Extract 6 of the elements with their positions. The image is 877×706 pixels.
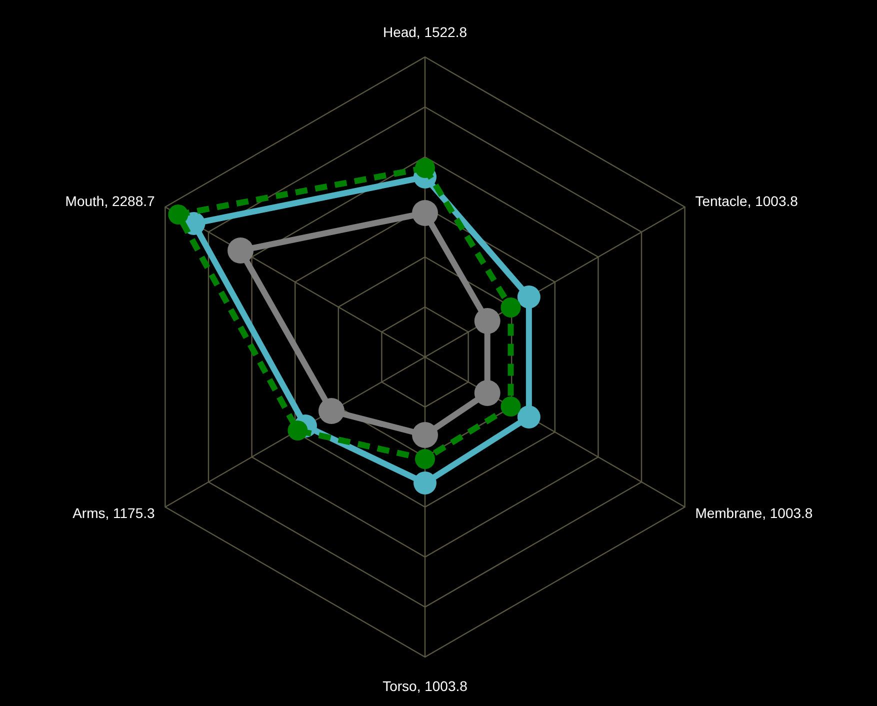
spoke-label: Torso, 1003.8 xyxy=(382,678,468,694)
spoke-label: Head, 1522.8 xyxy=(382,24,468,40)
spoke-label: Mouth, 2288.7 xyxy=(65,193,156,209)
spoke-label: Arms, 1175.3 xyxy=(72,505,155,521)
spoke-label: Membrane, 1003.8 xyxy=(695,505,813,521)
spoke-label: Tentacle, 1003.8 xyxy=(695,193,798,209)
